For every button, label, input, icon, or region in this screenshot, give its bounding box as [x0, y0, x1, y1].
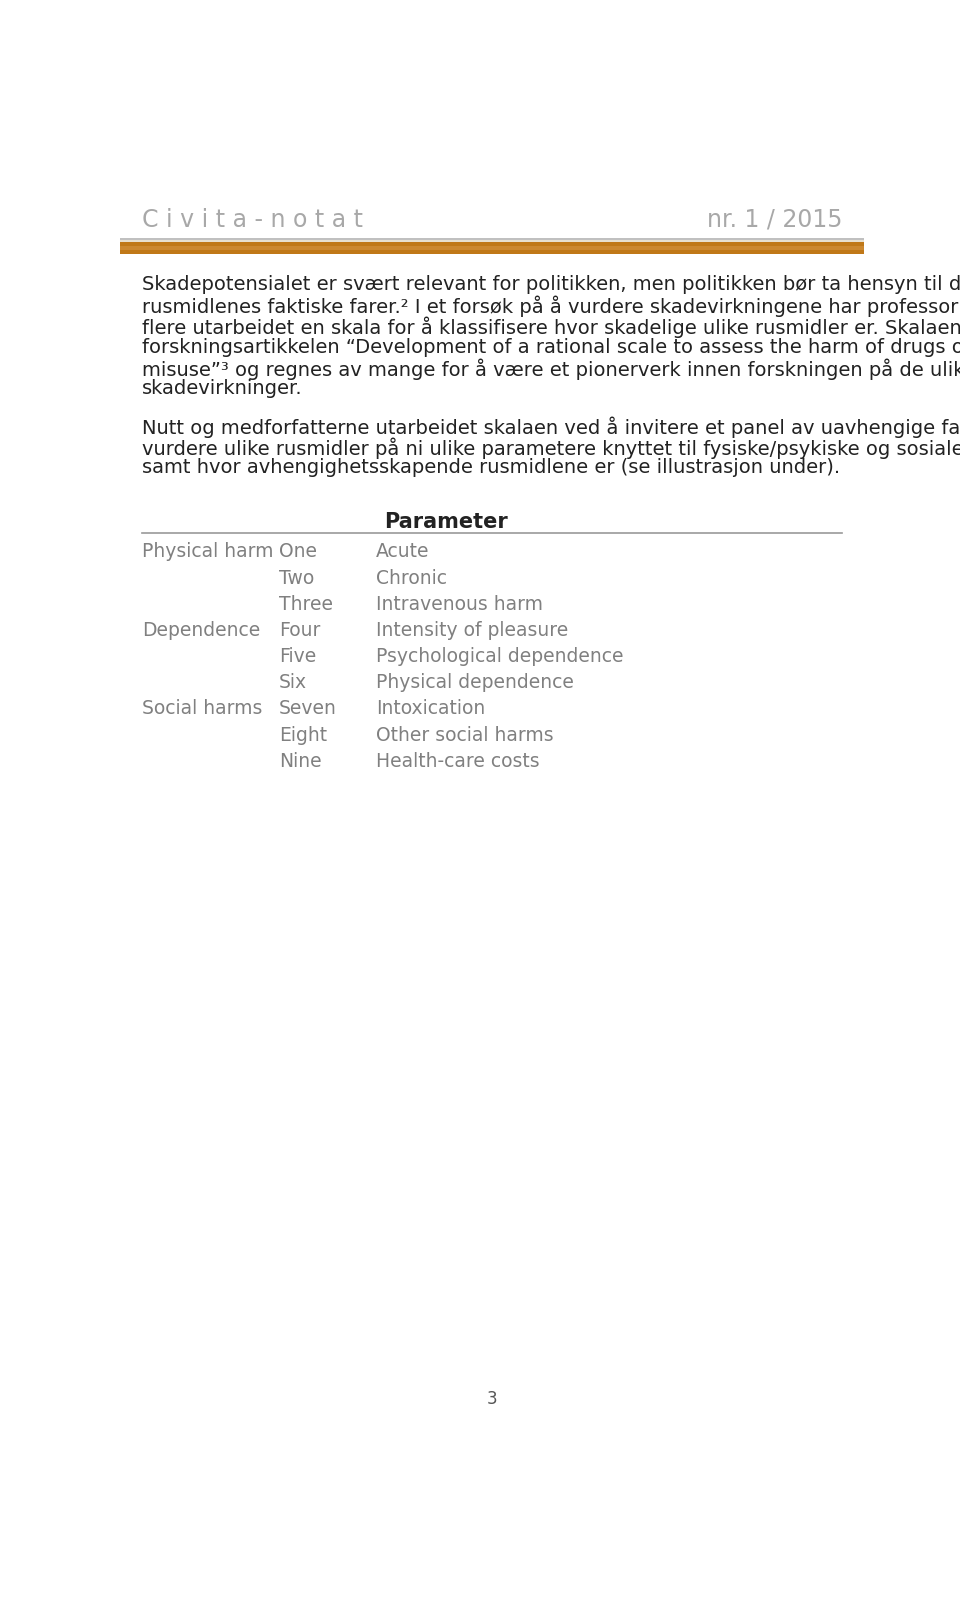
Text: samt hvor avhengighetsskapende rusmidlene er (se illustrasjon under).: samt hvor avhengighetsskapende rusmidlen…: [142, 459, 840, 477]
Text: rusmidlenes faktiske farer.² I et forsøk på å vurdere skadevirkningene har profe: rusmidlenes faktiske farer.² I et forsøk…: [142, 296, 960, 317]
Text: Intensity of pleasure: Intensity of pleasure: [375, 621, 568, 640]
Text: nr. 1 / 2015: nr. 1 / 2015: [707, 208, 842, 232]
Text: Skadepotensialet er svært relevant for politikken, men politikken bør ta hensyn : Skadepotensialet er svært relevant for p…: [142, 275, 960, 294]
Text: forskningsartikkelen “Development of a rational scale to assess the harm of drug: forskningsartikkelen “Development of a r…: [142, 338, 960, 357]
Text: Dependence: Dependence: [142, 621, 260, 640]
Text: Five: Five: [278, 646, 316, 666]
Text: Psychological dependence: Psychological dependence: [375, 646, 623, 666]
Text: Acute: Acute: [375, 542, 429, 562]
Bar: [120, 240, 864, 242]
Text: Intoxication: Intoxication: [375, 699, 485, 718]
Text: Two: Two: [278, 568, 314, 587]
Text: vurdere ulike rusmidler på ni ulike parametere knyttet til fysiske/psykiske og s: vurdere ulike rusmidler på ni ulike para…: [142, 438, 960, 459]
Text: Chronic: Chronic: [375, 568, 446, 587]
Text: Parameter: Parameter: [384, 512, 508, 531]
Text: Social harms: Social harms: [142, 699, 262, 718]
Text: Health-care costs: Health-care costs: [375, 752, 540, 771]
Text: Nine: Nine: [278, 752, 322, 771]
Text: Physical harm: Physical harm: [142, 542, 274, 562]
Bar: [120, 250, 864, 253]
Text: One: One: [278, 542, 317, 562]
Text: C i v i t a - n o t a t: C i v i t a - n o t a t: [142, 208, 363, 232]
Text: 3: 3: [487, 1390, 497, 1408]
Text: Nutt og medforfatterne utarbeidet skalaen ved å invitere et panel av uavhengige : Nutt og medforfatterne utarbeidet skalae…: [142, 418, 960, 438]
Bar: [120, 246, 864, 250]
Text: flere utarbeidet en skala for å klassifisere hvor skadelige ulike rusmidler er. : flere utarbeidet en skala for å klassifi…: [142, 317, 960, 338]
Bar: [120, 242, 864, 246]
Text: Three: Three: [278, 595, 333, 614]
Text: Seven: Seven: [278, 699, 337, 718]
Text: Six: Six: [278, 674, 307, 693]
Text: Intravenous harm: Intravenous harm: [375, 595, 542, 614]
Text: skadevirkninger.: skadevirkninger.: [142, 379, 302, 398]
Text: Other social harms: Other social harms: [375, 726, 553, 744]
Text: Four: Four: [278, 621, 321, 640]
Text: misuse”³ og regnes av mange for å være et pionerverk innen forskningen på de uli: misuse”³ og regnes av mange for å være e…: [142, 358, 960, 379]
Text: Eight: Eight: [278, 726, 327, 744]
Text: Physical dependence: Physical dependence: [375, 674, 574, 693]
